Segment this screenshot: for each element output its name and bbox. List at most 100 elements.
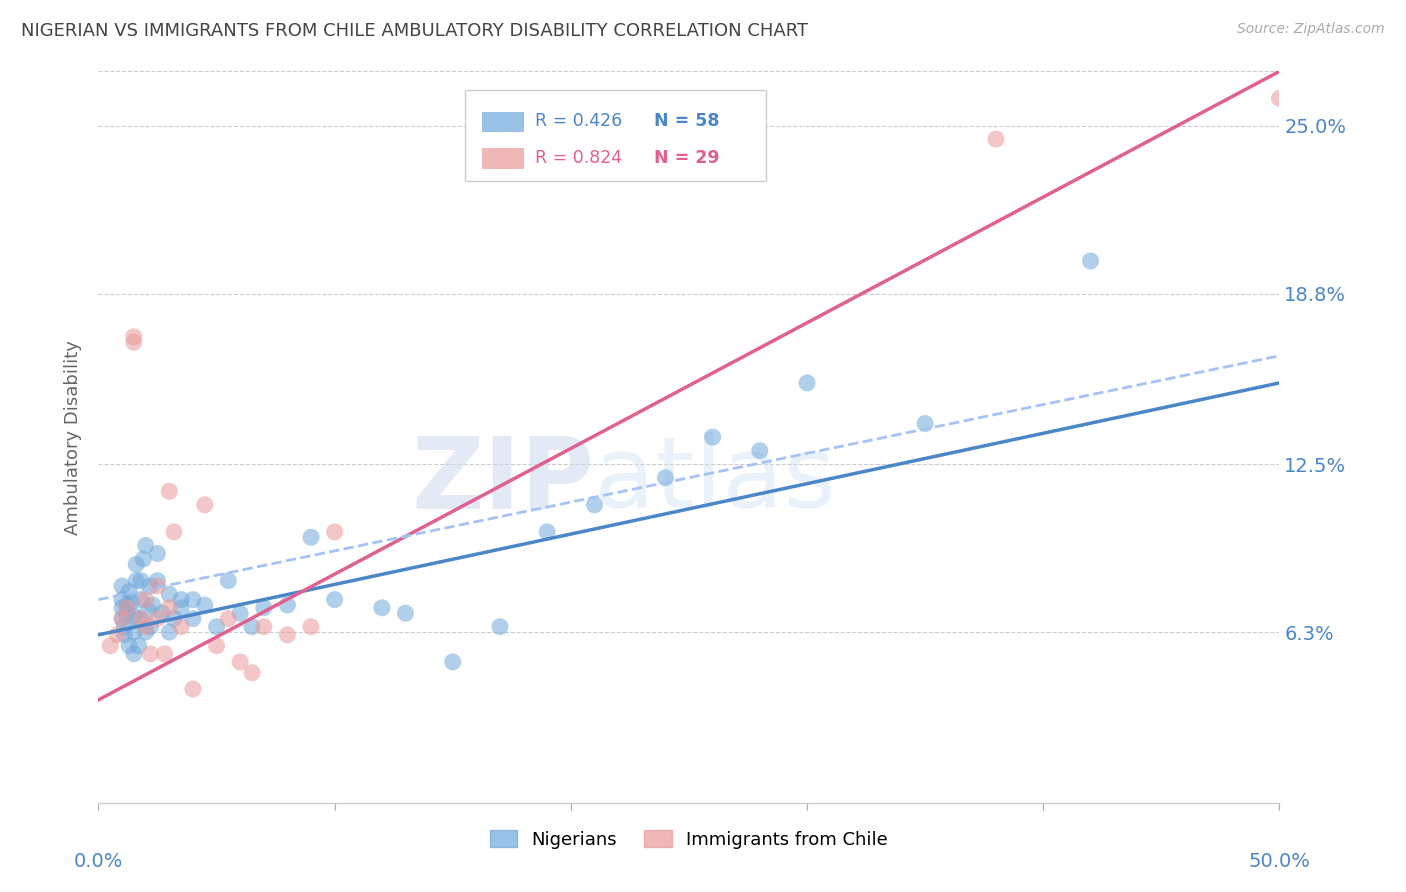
Point — [229, 655, 252, 669]
Point — [118, 584, 141, 599]
Text: 0.0%: 0.0% — [73, 852, 124, 871]
Point — [98, 639, 121, 653]
Point — [157, 625, 180, 640]
Point — [170, 592, 193, 607]
Point — [371, 600, 394, 615]
Text: N = 29: N = 29 — [654, 149, 718, 167]
FancyBboxPatch shape — [482, 148, 523, 169]
Point — [135, 625, 157, 640]
Point — [111, 611, 134, 625]
Point — [146, 611, 169, 625]
Point — [128, 611, 150, 625]
Point — [194, 598, 217, 612]
Point — [299, 530, 322, 544]
Point — [125, 574, 148, 588]
Point — [111, 592, 134, 607]
Point — [111, 600, 134, 615]
Point — [129, 592, 152, 607]
Point — [129, 611, 152, 625]
Point — [702, 430, 724, 444]
Point — [914, 417, 936, 431]
Point — [240, 665, 263, 680]
Point — [229, 606, 252, 620]
Point — [115, 606, 138, 620]
Point — [150, 606, 173, 620]
Text: ZIP: ZIP — [412, 433, 595, 530]
Point — [132, 552, 155, 566]
Point — [217, 574, 239, 588]
Point — [139, 647, 162, 661]
Point — [984, 132, 1007, 146]
Point — [122, 335, 145, 350]
Point — [118, 639, 141, 653]
Point — [170, 600, 193, 615]
Point — [157, 484, 180, 499]
Point — [157, 600, 180, 615]
Text: 50.0%: 50.0% — [1249, 852, 1310, 871]
Point — [163, 524, 186, 539]
Point — [135, 620, 157, 634]
Text: Source: ZipAtlas.com: Source: ZipAtlas.com — [1237, 22, 1385, 37]
Point — [135, 592, 157, 607]
Point — [111, 611, 134, 625]
Point — [1080, 254, 1102, 268]
Point — [139, 579, 162, 593]
Point — [115, 598, 138, 612]
Point — [276, 628, 298, 642]
Point — [129, 574, 152, 588]
Point — [142, 598, 165, 612]
Point — [181, 681, 204, 696]
Point — [122, 608, 145, 623]
Point — [146, 547, 169, 561]
Point — [139, 620, 162, 634]
Text: R = 0.426: R = 0.426 — [536, 112, 623, 130]
Point — [146, 574, 169, 588]
Point — [105, 628, 128, 642]
Point — [299, 620, 322, 634]
Point — [323, 524, 346, 539]
Point — [240, 620, 263, 634]
Point — [748, 443, 770, 458]
Point — [135, 538, 157, 552]
Text: atlas: atlas — [595, 433, 837, 530]
Point — [136, 603, 159, 617]
Point — [441, 655, 464, 669]
Point — [323, 592, 346, 607]
Point — [121, 595, 143, 609]
Point — [128, 639, 150, 653]
Point — [112, 620, 135, 634]
FancyBboxPatch shape — [464, 90, 766, 181]
Point — [489, 620, 512, 634]
Point — [146, 579, 169, 593]
Point — [536, 524, 558, 539]
Point — [153, 647, 176, 661]
Text: NIGERIAN VS IMMIGRANTS FROM CHILE AMBULATORY DISABILITY CORRELATION CHART: NIGERIAN VS IMMIGRANTS FROM CHILE AMBULA… — [21, 22, 808, 40]
Point — [253, 620, 276, 634]
Point — [217, 611, 239, 625]
Point — [111, 579, 134, 593]
Point — [122, 330, 145, 344]
FancyBboxPatch shape — [482, 112, 523, 132]
Point — [181, 611, 204, 625]
Point — [654, 471, 676, 485]
Text: R = 0.824: R = 0.824 — [536, 149, 623, 167]
Point — [796, 376, 818, 390]
Point — [115, 600, 138, 615]
Point — [1268, 91, 1291, 105]
Point — [157, 587, 180, 601]
Point — [253, 600, 276, 615]
Point — [112, 628, 135, 642]
Y-axis label: Ambulatory Disability: Ambulatory Disability — [65, 340, 83, 534]
Point — [170, 620, 193, 634]
Point — [194, 498, 217, 512]
Point — [205, 639, 228, 653]
Text: N = 58: N = 58 — [654, 112, 718, 130]
Point — [122, 647, 145, 661]
Legend: Nigerians, Immigrants from Chile: Nigerians, Immigrants from Chile — [482, 823, 896, 856]
Point — [394, 606, 416, 620]
Point — [125, 558, 148, 572]
Point — [122, 625, 145, 640]
Point — [276, 598, 298, 612]
Point — [205, 620, 228, 634]
Point — [163, 611, 186, 625]
